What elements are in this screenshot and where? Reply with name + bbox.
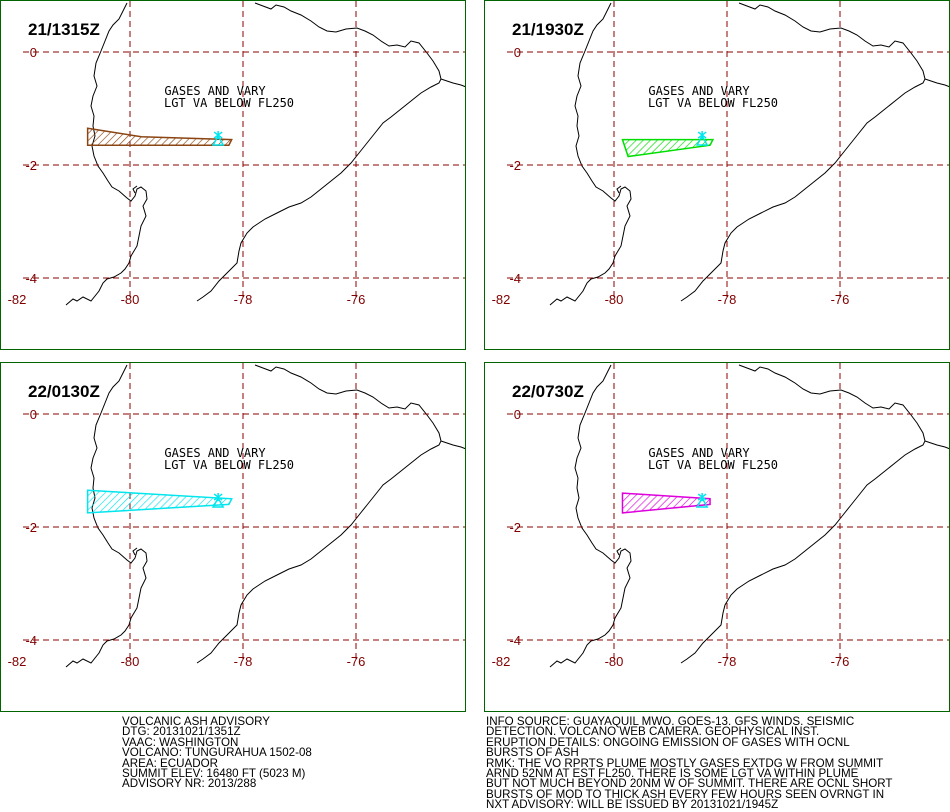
map-canvas: 0 -2 -4 -82 -80 -78 -76 21/1315Z GASES AND VARYL…	[8, 1, 465, 307]
latitude-tick-label: 0	[30, 407, 37, 422]
coastline	[65, 364, 148, 668]
ash-plume-polygon	[86, 489, 233, 514]
latitude-tick-label: -4	[509, 271, 521, 286]
advisory-right-line: ERUPTION DETAILS: ONGOING EMISSION OF GA…	[486, 735, 850, 749]
coastline	[65, 2, 148, 306]
volcano-summit-icon	[697, 493, 707, 502]
advisory-details: INFO SOURCE: GUAYAQUIL MWO. GOES-13. GFS…	[486, 715, 893, 812]
volcano-triangle-icon	[695, 496, 709, 508]
volcano-summit-icon	[697, 131, 707, 140]
longitude-tick-label: -80	[605, 654, 624, 669]
country-border	[924, 78, 949, 88]
country-border	[924, 440, 949, 450]
panel-valid-time: 22/0730Z	[512, 382, 584, 401]
map-canvas: 0 -2 -4 -82 -80 -78 -76 22/0730Z GASES AND VARYL…	[492, 363, 949, 669]
map-panel-4: 0 -2 -4 -82 -80 -78 -76 22/0730Z GASES AND VARY L…	[484, 362, 950, 712]
latitude-tick-label: -4	[25, 271, 37, 286]
advisory-summary: VOLCANIC ASH ADVISORY DTG: 20131021/1351Z…	[122, 715, 312, 791]
ash-label-line1: GASES AND VARY	[164, 446, 266, 460]
panel-valid-time: 22/0130Z	[28, 382, 100, 401]
map-canvas: 0 -2 -4 -82 -80 -78 -76 21/1930Z GASES AND VARYL…	[492, 1, 949, 307]
longitude-tick-label: -78	[718, 654, 737, 669]
advisory-left-line: ADVISORY NR: 2013/288	[122, 777, 257, 791]
ash-plume-polygon	[621, 138, 715, 158]
advisory-right-line: NXT ADVISORY: WILL BE ISSUED BY 20131021…	[486, 798, 779, 812]
map-canvas: 0 -2 -4 -82 -80 -78 -76 22/0130Z GASES AND VARYL…	[8, 363, 465, 669]
longitude-tick-label: -82	[492, 292, 511, 307]
latitude-tick-label: 0	[514, 45, 521, 60]
longitude-tick-label: -82	[8, 292, 27, 307]
advisory-left-line: DTG: 20131021/1351Z	[122, 725, 241, 739]
latitude-tick-label: -4	[25, 633, 37, 648]
ash-plume-polygon	[86, 127, 233, 146]
panel-valid-time: 21/1930Z	[512, 20, 584, 39]
longitude-tick-label: -76	[831, 292, 850, 307]
advisory-left-line: SUMMIT ELEV: 16480 FT (5023 M)	[122, 766, 306, 780]
country-border	[440, 440, 465, 450]
country-border	[680, 364, 926, 664]
country-border	[440, 78, 465, 88]
longitude-tick-label: -76	[831, 654, 850, 669]
latitude-tick-label: -2	[509, 158, 521, 173]
map-panel-3: 0 -2 -4 -82 -80 -78 -76 22/0130Z GASES AND VARY L…	[0, 362, 466, 712]
coastline	[616, 185, 622, 194]
ash-plume-polygon	[621, 492, 711, 514]
longitude-tick-label: -78	[234, 292, 253, 307]
coastline	[616, 547, 622, 556]
ash-label-line1: GASES AND VARY	[648, 84, 750, 98]
longitude-tick-label: -80	[121, 654, 140, 669]
map-panel-1: 0 -2 -4 -82 -80 -78 -76 21/1315Z GASES AND VARY L…	[0, 0, 466, 350]
advisory-right-line: ARND 52NM AT EST FL250. THERE IS SOME LG…	[486, 766, 859, 780]
advisory-left-line: VAAC: WASHINGTON	[122, 735, 239, 749]
coastline	[549, 364, 632, 668]
ash-label-line1: GASES AND VARY	[648, 446, 750, 460]
ash-label-line2: LGT VA BELOW FL250	[164, 96, 294, 110]
advisory-right-line: BURSTS OF ASH	[486, 746, 579, 760]
longitude-tick-label: -82	[8, 654, 27, 669]
coastline	[132, 547, 138, 556]
advisory-right-line: RMK: THE VO RPRTS PLUME MOSTLY GASES EXT…	[486, 756, 884, 770]
ash-label-line1: GASES AND VARY	[164, 84, 266, 98]
longitude-tick-label: -76	[347, 292, 366, 307]
ash-label-line2: LGT VA BELOW FL250	[648, 96, 778, 110]
volcano-summit-icon	[213, 493, 223, 502]
latitude-tick-label: -2	[25, 520, 37, 535]
country-border	[196, 364, 442, 664]
map-panel-2: 0 -2 -4 -82 -80 -78 -76 21/1930Z GASES AND VARY L…	[484, 0, 950, 350]
advisory-left-line: VOLCANIC ASH ADVISORY	[122, 715, 270, 728]
latitude-tick-label: -2	[25, 158, 37, 173]
ash-label-line2: LGT VA BELOW FL250	[164, 458, 294, 472]
ash-label-line2: LGT VA BELOW FL250	[648, 458, 778, 472]
longitude-tick-label: -80	[121, 292, 140, 307]
advisory-right-line: BURSTS OF MOD TO THICK ASH EVERY FEW HOU…	[486, 787, 885, 801]
latitude-tick-label: -2	[509, 520, 521, 535]
coastline	[132, 185, 138, 194]
country-border	[680, 2, 926, 302]
advisory-right-line: DETECTION. VOLCANO WEB CAMERA. GEOPHYSIC…	[486, 725, 820, 739]
volcano-triangle-icon	[695, 134, 709, 146]
latitude-tick-label: 0	[514, 407, 521, 422]
latitude-tick-label: -4	[509, 633, 521, 648]
country-border	[196, 2, 442, 302]
advisory-right-line: BUT NOT MUCH BEYOND 20NM W OF SUMMIT. TH…	[486, 777, 893, 791]
longitude-tick-label: -76	[347, 654, 366, 669]
longitude-tick-label: -80	[605, 292, 624, 307]
volcano-triangle-icon	[211, 496, 225, 508]
longitude-tick-label: -78	[234, 654, 253, 669]
advisory-right-line: INFO SOURCE: GUAYAQUIL MWO. GOES-13. GFS…	[486, 715, 855, 728]
latitude-tick-label: 0	[30, 45, 37, 60]
coastline	[549, 2, 632, 306]
advisory-left-line: AREA: ECUADOR	[122, 756, 218, 770]
panel-valid-time: 21/1315Z	[28, 20, 100, 39]
volcano-triangle-icon	[211, 134, 225, 146]
advisory-left-line: VOLCANO: TUNGURAHUA 1502-08	[122, 746, 312, 760]
longitude-tick-label: -82	[492, 654, 511, 669]
longitude-tick-label: -78	[718, 292, 737, 307]
volcano-summit-icon	[213, 131, 223, 140]
